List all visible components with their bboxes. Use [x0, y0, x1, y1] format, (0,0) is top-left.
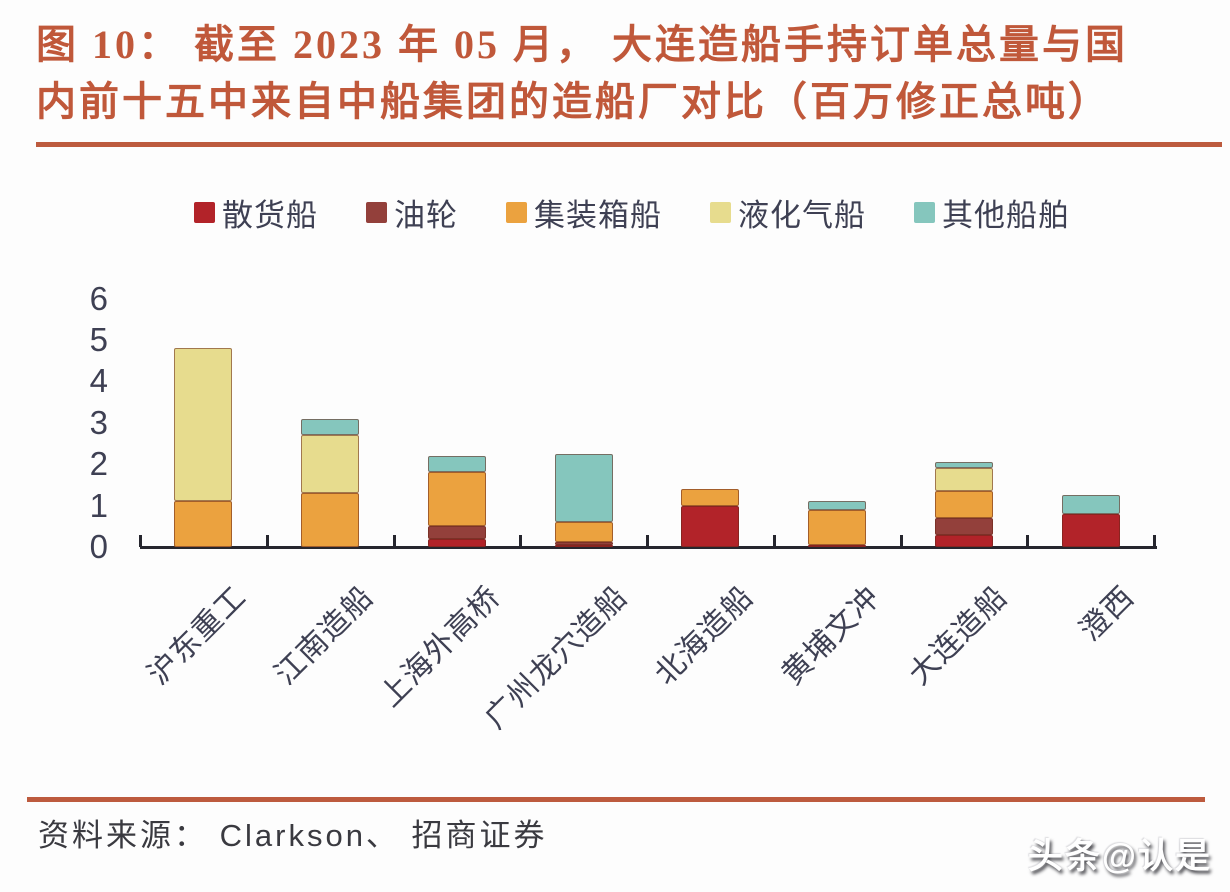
bar-segment-集装箱船	[427, 472, 486, 527]
x-axis-label: 沪东重工	[142, 580, 254, 692]
legend-item: 集装箱船	[506, 190, 662, 235]
footer-rule	[27, 797, 1205, 802]
x-axis-label: 江南造船	[268, 580, 380, 692]
figure-title: 图 10： 截至 2023 年 05 月， 大连造船手持订单总量与国 内前十五中…	[36, 16, 1222, 130]
source-note: 资料来源： Clarkson、 招商证券	[38, 818, 548, 853]
legend-item: 油轮	[366, 190, 458, 235]
bar-segment-散货船	[554, 544, 613, 547]
bar-segment-其他船舶	[554, 453, 613, 523]
x-axis-label: 北海造船	[649, 580, 761, 692]
bar-segment-集装箱船	[681, 489, 740, 506]
x-axis-line	[140, 546, 1157, 549]
bar-segment-散货船	[1061, 513, 1120, 547]
x-axis-label: 大连造船	[902, 580, 1014, 692]
legend-item: 其他船舶	[914, 190, 1070, 235]
bar-segment-其他船舶	[808, 501, 867, 510]
bar-segment-集装箱船	[808, 509, 867, 545]
figure-title-line1: 图 10： 截至 2023 年 05 月， 大连造船手持订单总量与国	[36, 22, 1128, 67]
y-axis-tick-label: 0	[89, 528, 108, 565]
x-axis-tick	[1026, 535, 1030, 547]
bar-segment-集装箱船	[301, 493, 360, 547]
bar-segment-液化气船	[174, 348, 233, 502]
x-axis-tick	[265, 535, 269, 547]
legend-label: 集装箱船	[534, 198, 662, 233]
bar-segment-散货船	[934, 534, 993, 547]
x-axis-label: 澄西	[1073, 580, 1141, 648]
bar-segment-油轮	[427, 526, 486, 539]
x-axis-tick	[519, 535, 523, 547]
x-axis-tick	[1153, 535, 1156, 547]
legend-label: 散货船	[222, 198, 318, 233]
bar-segment-散货船	[808, 544, 867, 547]
bar-segment-油轮	[554, 541, 613, 545]
x-axis-tick	[139, 535, 142, 547]
bar-segment-集装箱船	[554, 522, 613, 542]
y-axis-tick-label: 1	[89, 486, 108, 524]
y-axis-tick-label: 3	[89, 403, 108, 441]
watermark: 头条@认是	[1027, 837, 1212, 876]
bar-segment-集装箱船	[934, 491, 993, 519]
y-axis-tick-label: 5	[89, 321, 108, 358]
x-axis-tick	[392, 535, 396, 547]
y-axis-tick-label: 6	[89, 279, 108, 317]
legend-label: 油轮	[394, 198, 458, 233]
legend-swatch-其他船舶	[914, 202, 935, 223]
title-rule	[36, 142, 1222, 147]
bar-segment-其他船舶	[934, 462, 993, 469]
legend-swatch-油轮	[366, 202, 387, 223]
figure-title-line2: 内前十五中来自中船集团的造船厂对比（百万修正总吨）	[36, 79, 1111, 124]
chart-legend: 散货船 油轮 集装箱船 液化气船 其他船舶	[0, 190, 1230, 235]
bar-segment-散货船	[427, 538, 486, 547]
legend-swatch-集装箱船	[506, 202, 527, 223]
x-axis-tick	[899, 535, 903, 547]
x-axis-label: 黄埔文冲	[775, 580, 887, 692]
legend-label: 液化气船	[738, 198, 866, 233]
bar-segment-液化气船	[301, 435, 360, 494]
legend-item: 液化气船	[710, 190, 866, 235]
legend-swatch-液化气船	[710, 202, 731, 223]
bar-segment-其他船舶	[427, 455, 486, 473]
legend-item: 散货船	[194, 190, 318, 235]
bar-segment-液化气船	[934, 468, 993, 492]
bar-segment-油轮	[934, 518, 993, 535]
bar-segment-其他船舶	[1061, 495, 1120, 514]
bar-segment-散货船	[681, 505, 740, 547]
y-axis-tick-label: 4	[89, 362, 108, 400]
y-axis-tick-label: 2	[89, 445, 108, 483]
bar-segment-其他船舶	[301, 418, 360, 436]
legend-swatch-散货船	[194, 202, 215, 223]
bar-segment-集装箱船	[174, 501, 233, 547]
x-axis-tick	[772, 535, 776, 547]
x-axis-tick	[646, 535, 649, 547]
legend-label: 其他船舶	[942, 198, 1070, 233]
